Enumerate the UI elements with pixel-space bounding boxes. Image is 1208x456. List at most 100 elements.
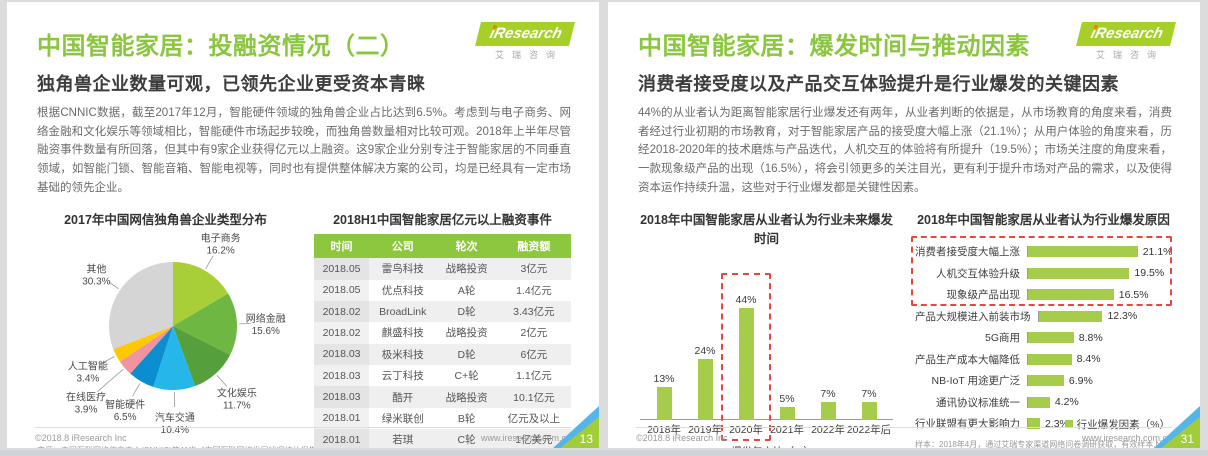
table-cell: 麒盛科技 — [381, 327, 424, 340]
pie-chart-figure: 2017年中国网信独角兽企业类型分布 电子商务 16.2% 网络金融 15.6% 文化娱… — [37, 209, 329, 448]
bar-track — [1027, 418, 1040, 430]
table-row: 2018.05 雷鸟科技 战略投资 3亿元 — [314, 258, 571, 280]
pie-label: 人工智能 — [68, 360, 108, 373]
table-cell: 2018.05 — [314, 258, 370, 280]
pie-label: 11.7% — [223, 401, 251, 412]
table-row: 2018.03 云丁科技 C+轮 1.1亿元 — [314, 365, 571, 387]
bar — [738, 307, 754, 421]
table-cell: 10.1亿元 — [496, 386, 571, 408]
bottom-strip — [0, 450, 1208, 456]
bar-track — [1027, 267, 1130, 279]
bar-group-2018年: 13% 2018年 — [644, 261, 684, 437]
legend-label: 爆发年占比（%） — [731, 444, 814, 448]
pie-slice-其他 — [109, 262, 173, 350]
pie-slice-在线医疗 — [119, 326, 173, 374]
table-cell: 战略投资 — [436, 258, 497, 280]
bar-value-label: 21.1% — [1142, 245, 1173, 258]
highlight-dashed-box — [911, 236, 1172, 307]
hbar-chart-title: 2018年中国智能家居从业者认为行业爆发原因 — [917, 213, 1170, 228]
bar-value-label: 7% — [861, 388, 877, 401]
bar — [1038, 310, 1103, 322]
pie-label: 16.2% — [206, 246, 234, 257]
bar-value-label: 2.3% — [1044, 417, 1069, 430]
page-number: 31 — [1180, 432, 1194, 446]
category-label: 通讯协议标准统一 — [936, 396, 1020, 409]
bar — [1028, 289, 1114, 301]
pie-slice-电子商务 — [173, 262, 229, 327]
pie-slice-汽车交通 — [153, 326, 196, 391]
bar — [1028, 396, 1050, 408]
sample-note: 样本：2018年4月，通过艾瑞专家渠道网络问卷调研获取，有效样本,N=100。 — [915, 439, 1188, 448]
pie-leader-line — [132, 383, 141, 397]
hbar-row-消费者接受度大幅上涨: 消费者接受度大幅上涨 21.1% — [915, 241, 1173, 263]
bar-chart-legend: 爆发年占比（%） — [638, 444, 895, 448]
table-row: 2018.02 麒盛科技 战略投资 2亿元 — [314, 322, 571, 344]
table-cell: 2018.01 — [314, 429, 370, 448]
table-cell: 极米科技 — [369, 343, 437, 365]
slide-investment: iResearch 艾瑞咨询 中国智能家居：投融资情况（二） 独角兽企业数量可观… — [7, 2, 599, 448]
body-paragraph: 44%的从业者认为距离智能家居行业爆发还有两年，从业者判断的依据是，从市场教育的… — [638, 107, 1172, 194]
category-label: 现象级产品出现 — [946, 289, 1021, 302]
table-cell: 绿米联创 — [381, 412, 424, 425]
table-row: 2018.01 若琪 C轮 1亿美元 — [314, 429, 571, 448]
pie-label: 智能硬件 — [105, 398, 145, 411]
table-cell: C轮 — [436, 429, 497, 448]
bar-value-label: 4.2% — [1054, 396, 1079, 409]
bar-value-label: 5% — [779, 393, 795, 406]
iresearch-logo-banner: iResearch — [475, 22, 575, 46]
outbreak-reason-chart-figure: 2018年中国智能家居从业者认为行业爆发原因 消费者接受度大幅上涨 21.1% 人机… — [911, 209, 1188, 448]
bar-track — [1027, 353, 1072, 365]
website-url: www.iresearch.com.cn — [1081, 433, 1172, 443]
bar-track — [1027, 396, 1050, 408]
page-subtitle: 消费者接受度以及产品交互体验提升是行业爆发的关键因素 — [638, 74, 1119, 94]
table-cell: 1.1亿元 — [516, 370, 552, 383]
hbar-row-现象级产品出现: 现象级产品出现 16.5% — [915, 284, 1172, 306]
logo-wordmark: iResearch — [488, 25, 565, 42]
table-cell: 1亿美元 — [496, 429, 571, 448]
bar-track — [1027, 246, 1138, 258]
bar-track — [1027, 375, 1064, 387]
page-subtitle: 独角兽企业数量可观，已领先企业更受资本青睐 — [37, 74, 426, 94]
table-cell: 雷鸟科技 — [369, 258, 437, 280]
category-label: 5G商用 — [984, 332, 1020, 345]
bar-value-label: 19.5% — [1134, 267, 1165, 280]
page-title: 中国智能家居：投融资情况（二） — [37, 33, 405, 60]
table-cell: 云丁科技 — [381, 370, 424, 383]
hbar-row-通讯协议标准统一: 通讯协议标准统一 4.2% — [915, 392, 1172, 414]
hbar-row-产品生产成本大幅降低: 产品生产成本大幅降低 8.4% — [915, 349, 1172, 371]
table-cell: A轮 — [457, 284, 476, 297]
category-label: 产品生产成本大幅降低 — [915, 353, 1020, 366]
table-cell: 2018.03 — [314, 386, 370, 408]
pie-source-note: 来源：中国互联网络信息中心(CNNIC)第41次《中国互联网络发展状况统计报告》… — [37, 445, 329, 448]
bar — [820, 402, 836, 421]
bar — [1028, 246, 1138, 258]
logo-chinese-name: 艾瑞咨询 — [494, 50, 563, 60]
table-row: 2018.02 BroadLink D轮 3.43亿元 — [314, 300, 571, 323]
pie-label: 30.3% — [82, 277, 110, 288]
table-cell: 战略投资 — [436, 386, 497, 408]
pie-label: 在线医疗 — [66, 391, 106, 404]
table-cell: B轮 — [457, 412, 476, 425]
table-row: 2018.01 绿米联创 B轮 亿元及以上 — [314, 407, 571, 430]
pie-label: 汽车交通 — [155, 411, 195, 424]
copyright-text: ©2018.8 iResearch Inc — [35, 433, 127, 443]
category-label: NB-IoT 用途更广泛 — [931, 375, 1020, 388]
table-cell: C+轮 — [454, 370, 479, 383]
bar — [1028, 418, 1040, 430]
funding-table-title: 2018H1中国智能家居亿元以上融资事件 — [333, 213, 552, 228]
bar-value-label: 7% — [820, 388, 836, 401]
page-title: 中国智能家居：爆发时间与推动因素 — [638, 33, 1030, 60]
table-header-row: 时间 公司 轮次 融资额 — [314, 234, 571, 259]
page-corner-ribbon: 31 — [1154, 406, 1200, 448]
pie-slice-文化娱乐 — [173, 326, 231, 387]
legend-swatch — [1064, 420, 1073, 429]
bar-value-label: 16.5% — [1118, 288, 1149, 301]
bar — [697, 358, 713, 421]
pie-label: 3.9% — [75, 405, 98, 416]
pie-label: 10.4% — [161, 425, 189, 436]
bar — [1028, 267, 1130, 279]
outbreak-year-chart-figure: 2018年中国智能家居从业者认为行业未来爆发时间 13% 2018年 24% 2019… — [638, 209, 895, 448]
website-url: www.iresearch.com.cn — [480, 433, 571, 443]
pie-chart-title: 2017年中国网信独角兽企业类型分布 — [64, 213, 267, 228]
funding-events-table: 时间 公司 轮次 融资额 2018.05 雷鸟科技 战略投资 3亿元 2018.05 优点科技 A轮… — [314, 234, 571, 448]
